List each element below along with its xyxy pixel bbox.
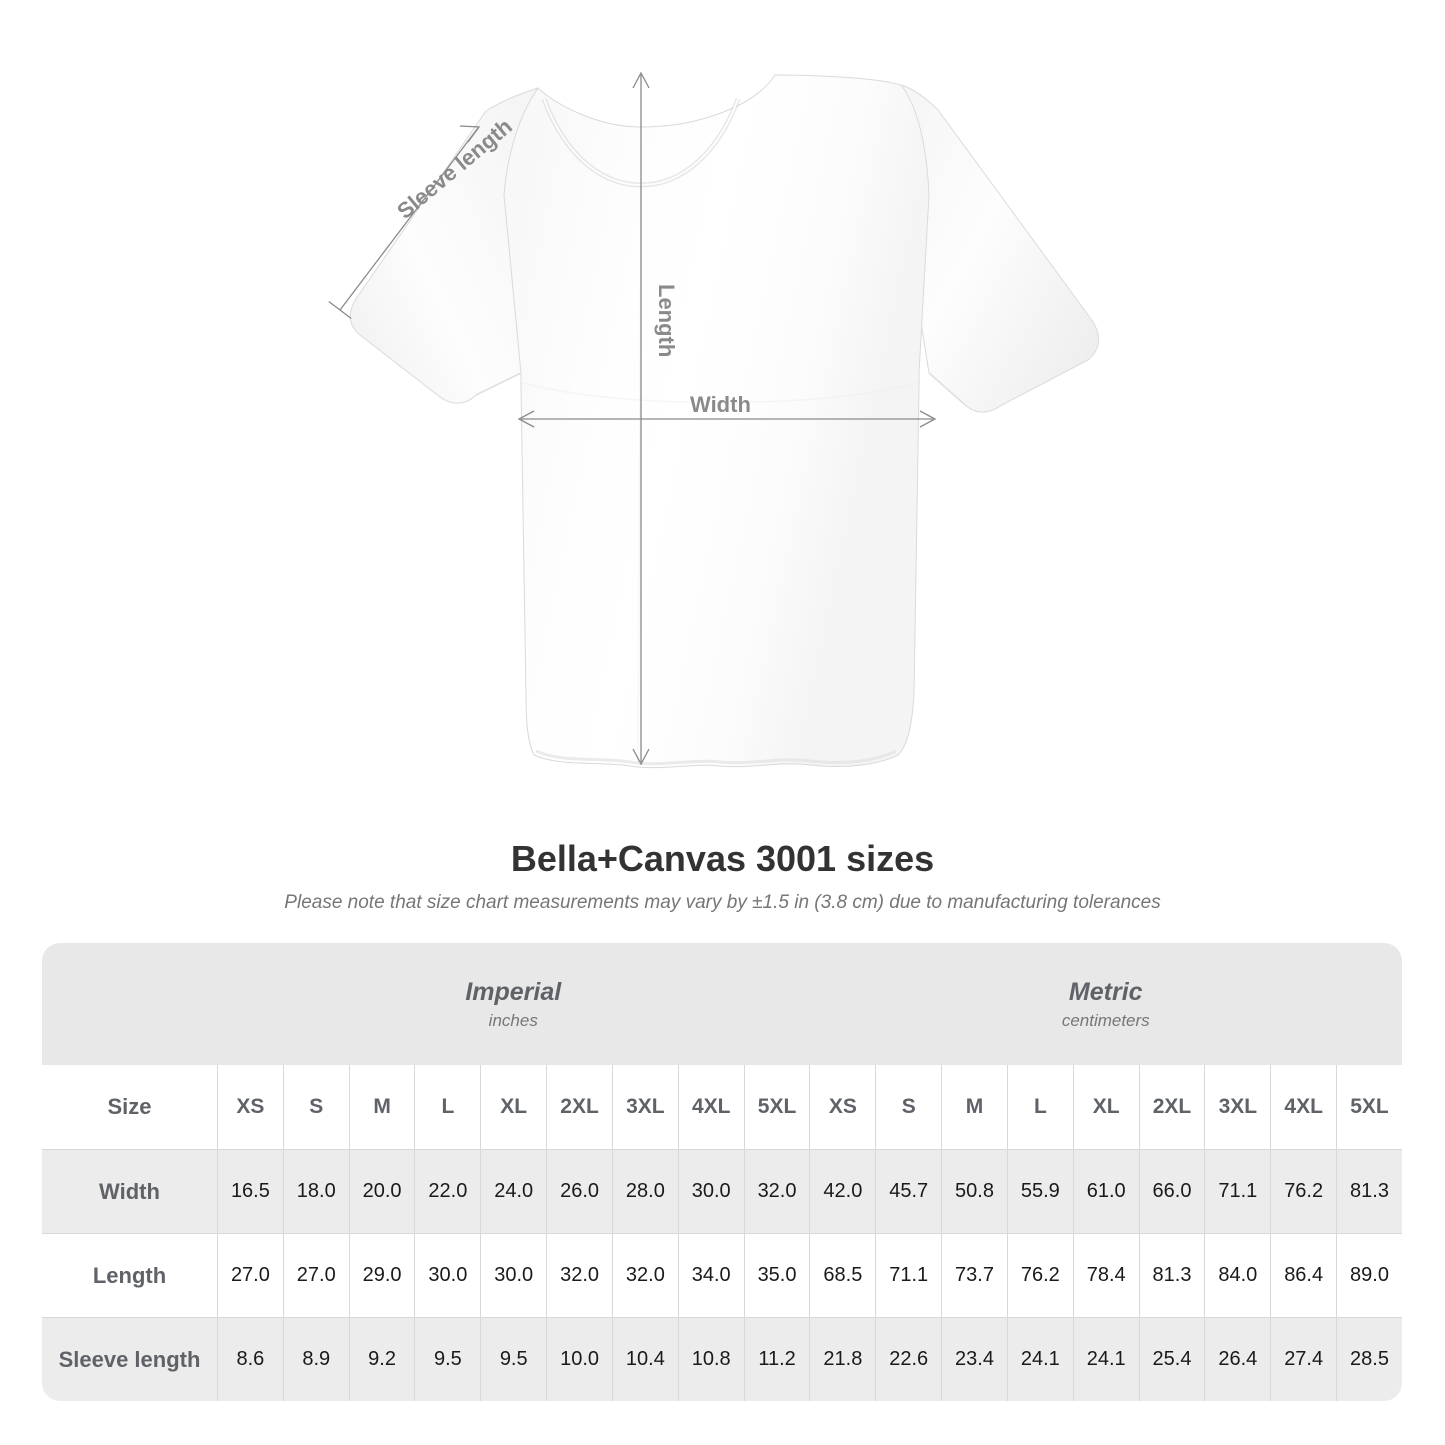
svg-text:Sleeve length: Sleeve length — [392, 114, 517, 224]
svg-text:Width: Width — [690, 392, 751, 417]
svg-text:Length: Length — [654, 284, 679, 357]
